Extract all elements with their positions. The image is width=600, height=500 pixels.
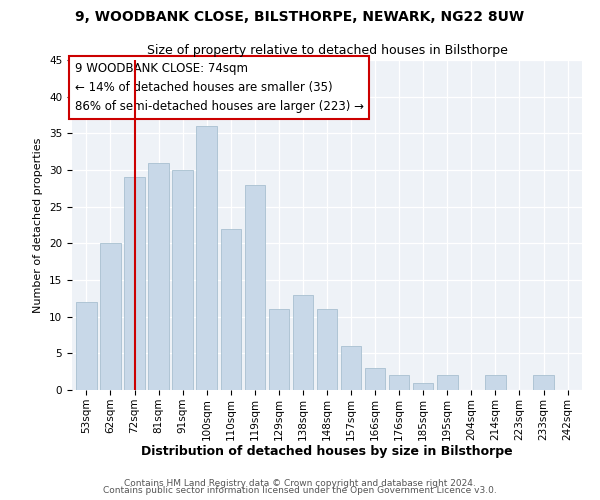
Bar [533,376,554,390]
Bar [100,244,121,390]
X-axis label: Distribution of detached houses by size in Bilsthorpe: Distribution of detached houses by size … [141,446,513,458]
Bar [148,162,169,390]
Text: Contains public sector information licensed under the Open Government Licence v3: Contains public sector information licen… [103,486,497,495]
Bar [124,178,145,390]
Bar [485,376,506,390]
Bar [317,310,337,390]
Text: 9 WOODBANK CLOSE: 74sqm
← 14% of detached houses are smaller (35)
86% of semi-de: 9 WOODBANK CLOSE: 74sqm ← 14% of detache… [74,62,364,112]
Bar [293,294,313,390]
Bar [437,376,458,390]
Bar [245,184,265,390]
Title: Size of property relative to detached houses in Bilsthorpe: Size of property relative to detached ho… [146,44,508,58]
Bar [196,126,217,390]
Y-axis label: Number of detached properties: Number of detached properties [34,138,43,312]
Bar [389,376,409,390]
Bar [76,302,97,390]
Bar [413,382,433,390]
Bar [221,228,241,390]
Text: Contains HM Land Registry data © Crown copyright and database right 2024.: Contains HM Land Registry data © Crown c… [124,478,476,488]
Bar [269,310,289,390]
Bar [172,170,193,390]
Bar [365,368,385,390]
Text: 9, WOODBANK CLOSE, BILSTHORPE, NEWARK, NG22 8UW: 9, WOODBANK CLOSE, BILSTHORPE, NEWARK, N… [76,10,524,24]
Bar [341,346,361,390]
